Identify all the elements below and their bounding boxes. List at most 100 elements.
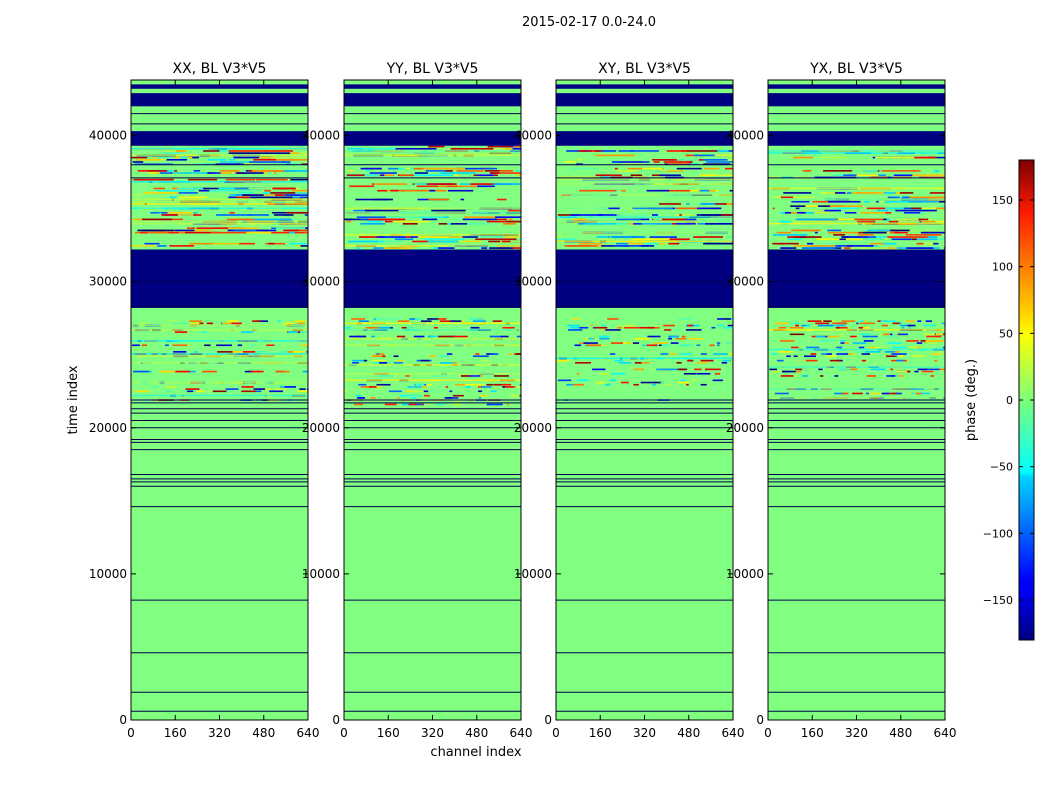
noise-cell [275, 158, 308, 161]
noise-cell [848, 353, 856, 355]
noise-cell [940, 205, 945, 207]
x-tick-label: 640 [297, 726, 320, 740]
x-tick-label: 640 [722, 726, 745, 740]
noise-cell [732, 353, 733, 355]
noise-cell [365, 209, 406, 212]
noise-cell [599, 344, 610, 347]
noise-cell [823, 320, 832, 322]
noise-cell [696, 362, 708, 364]
x-tick-label: 320 [845, 726, 868, 740]
noise-cell [251, 170, 285, 172]
noise-cell [839, 238, 846, 241]
noise-cell [807, 320, 822, 322]
noise-cell [732, 240, 733, 243]
noise-cell [132, 161, 144, 163]
noise-cell [131, 156, 148, 159]
noise-cell [904, 326, 910, 329]
noise-cell [795, 218, 837, 221]
x-axis-label: channel index [430, 745, 521, 760]
noise-cell [841, 320, 856, 322]
noise-cell [789, 326, 804, 329]
noise-cell [452, 335, 468, 338]
noise-cell [510, 240, 521, 243]
noise-cell [172, 344, 188, 347]
panel-3: XY, BL V3*V5 0 160 320 480 640 0 10000 20000 3000… [514, 61, 745, 740]
noise-cell [609, 353, 616, 355]
noise-row [131, 203, 308, 205]
noise-cell [510, 394, 521, 397]
noise-cell [475, 353, 480, 355]
noise-cell [233, 156, 274, 159]
noise-cell [829, 205, 863, 207]
noise-cell [182, 229, 211, 232]
noise-cell [712, 379, 723, 382]
noise-cell [212, 242, 251, 245]
noise-cell [282, 196, 308, 199]
noise-cell [379, 375, 394, 377]
noise-cell [567, 329, 583, 331]
noise-cell [732, 236, 733, 238]
noise-cell [423, 394, 430, 397]
noise-cell [158, 218, 197, 221]
noise-cell [429, 189, 436, 192]
noise-cell [614, 167, 618, 170]
noise-cell [611, 161, 650, 163]
noise-cell [371, 183, 375, 185]
noise-cell [778, 326, 787, 329]
noise-cell [930, 333, 936, 336]
noise-cell [347, 147, 373, 150]
noise-cell [438, 335, 454, 338]
noise-cell [433, 326, 438, 329]
noise-cell [409, 318, 418, 320]
noise-cell [429, 335, 442, 338]
noise-row [344, 322, 521, 324]
noise-cell [217, 351, 233, 353]
noise-cell [596, 207, 609, 210]
noise-cell [348, 145, 352, 148]
panel-image [344, 80, 521, 720]
flag-band [556, 84, 733, 89]
noise-cell [651, 324, 664, 327]
panel-image [556, 80, 733, 720]
noise-row [131, 181, 308, 183]
noise-cell [599, 335, 610, 338]
noise-cell [938, 346, 945, 349]
noise-cell [346, 403, 354, 406]
noise-cell [440, 362, 454, 364]
noise-cell [856, 192, 879, 194]
noise-cell [486, 403, 503, 406]
noise-cell [925, 368, 940, 371]
noise-cell [845, 236, 877, 238]
noise-cell [907, 324, 916, 327]
noise-cell [219, 163, 244, 166]
noise-cell [237, 344, 243, 347]
noise-cell [617, 326, 623, 329]
noise-cell [388, 390, 402, 393]
noise-cell [207, 390, 211, 393]
noise-cell [486, 220, 521, 223]
noise-cell [820, 375, 824, 377]
noise-cell [184, 231, 220, 234]
noise-cell [408, 403, 424, 406]
noise-cell [731, 194, 733, 196]
noise-cell [911, 326, 919, 329]
noise-cell [486, 353, 495, 355]
noise-cell [916, 200, 945, 203]
noise-cell [812, 200, 835, 203]
noise-cell [134, 163, 173, 166]
noise-cell [289, 231, 295, 234]
noise-cell [564, 245, 598, 247]
noise-cell [780, 196, 797, 199]
noise-cell [675, 223, 696, 225]
noise-cell [203, 150, 220, 152]
noise-cell [633, 368, 644, 371]
noise-cell [789, 322, 801, 325]
figure-suptitle: 2015-02-17 0.0-24.0 [522, 15, 656, 30]
noise-cell [887, 196, 930, 199]
noise-cell [787, 236, 801, 238]
noise-cell [194, 351, 198, 353]
noise-cell [678, 344, 692, 347]
noise-cell [570, 214, 604, 216]
noise-cell [856, 174, 879, 177]
noise-cell [478, 390, 482, 393]
